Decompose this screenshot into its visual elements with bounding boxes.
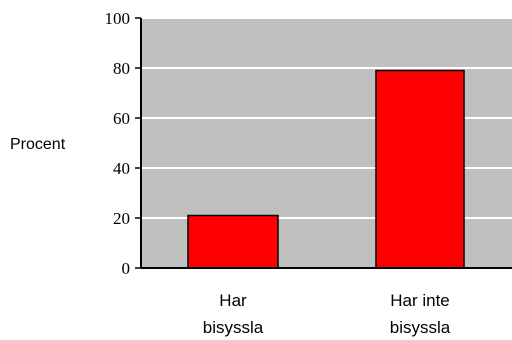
y-tick-label-100: 100 [105,9,131,28]
y-axis-label: Procent [10,136,66,153]
category-label-1: Har inte bisyssla [390,291,451,337]
bar-0 [187,214,279,269]
y-tick-label-20: 20 [113,209,130,228]
x-category-labels: Har bisyssla Har inte bisyssla [203,291,451,337]
bar-1 [375,69,465,269]
y-tick-label-0: 0 [122,259,131,278]
y-tick-label-80: 80 [113,59,130,78]
y-tick-label-40: 40 [113,159,130,178]
y-tick-label-60: 60 [113,109,130,128]
category-label-0: Har bisyssla [203,291,264,337]
bars [187,69,465,269]
y-ticks: 0 20 40 60 80 100 [105,9,141,278]
